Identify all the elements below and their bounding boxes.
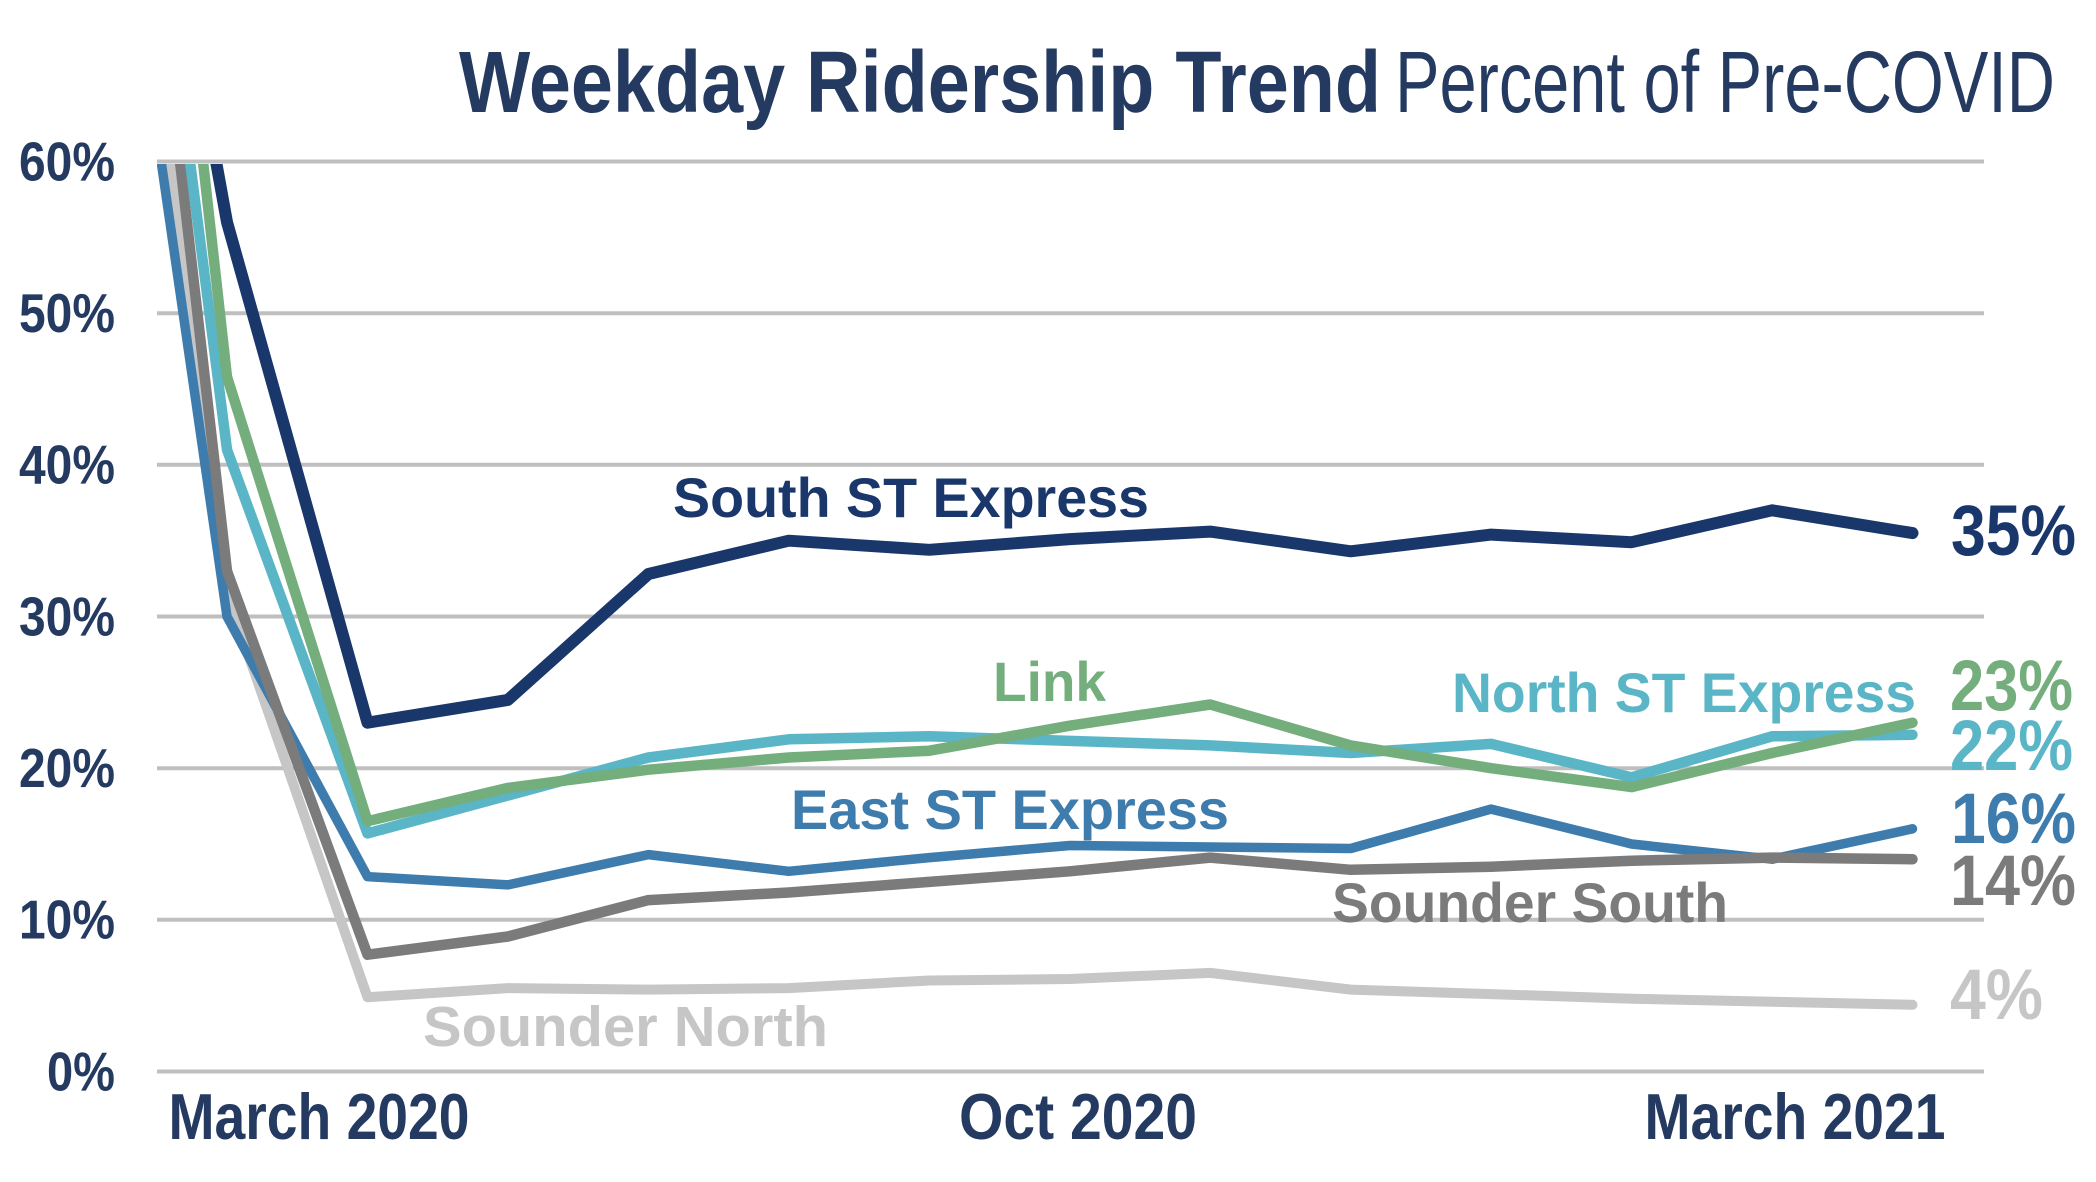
svg-text:40%: 40% (19, 434, 115, 496)
svg-text:Oct 2020: Oct 2020 (959, 1080, 1197, 1153)
svg-text:20%: 20% (19, 737, 115, 799)
svg-text:14%: 14% (1950, 842, 2076, 921)
svg-text:35%: 35% (1951, 492, 2076, 571)
svg-text:South ST Express: South ST Express (673, 466, 1149, 529)
svg-text:Sounder North: Sounder North (423, 995, 828, 1059)
svg-text:50%: 50% (19, 282, 115, 344)
svg-text:Percent of Pre-COVID: Percent of Pre-COVID (1395, 34, 2055, 131)
svg-text:4%: 4% (1950, 956, 2043, 1035)
svg-text:North ST Express: North ST Express (1452, 661, 1916, 724)
svg-text:0%: 0% (47, 1040, 115, 1102)
svg-text:East ST Express: East ST Express (791, 778, 1229, 841)
svg-text:March 2021: March 2021 (1645, 1080, 1946, 1153)
svg-text:60%: 60% (19, 130, 115, 192)
svg-text:10%: 10% (19, 889, 115, 951)
svg-text:March 2020: March 2020 (169, 1080, 470, 1153)
svg-text:Sounder South: Sounder South (1332, 871, 1728, 934)
svg-text:Link: Link (993, 650, 1107, 713)
svg-text:30%: 30% (19, 585, 115, 647)
svg-text:16%: 16% (1951, 780, 2076, 859)
svg-text:Weekday Ridership Trend: Weekday Ridership Trend (459, 34, 1381, 131)
svg-text:22%: 22% (1950, 707, 2073, 786)
svg-text:23%: 23% (1950, 647, 2073, 726)
